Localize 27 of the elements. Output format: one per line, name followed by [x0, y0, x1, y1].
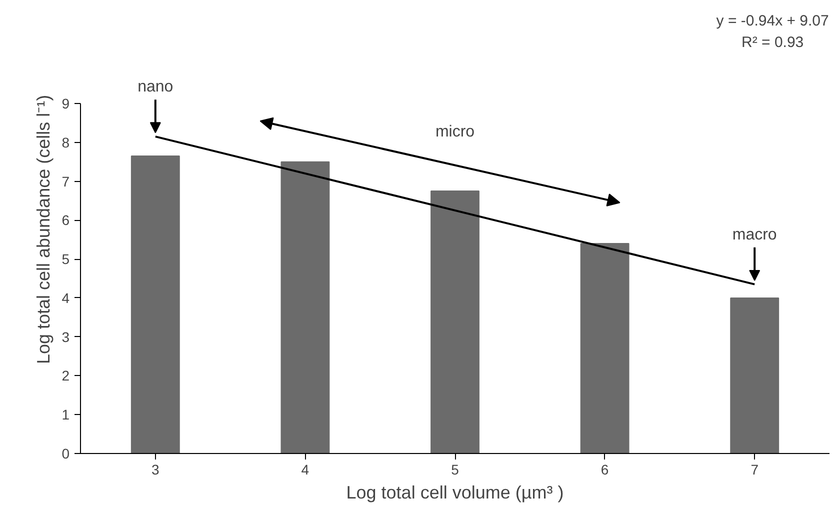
bar	[580, 243, 630, 454]
x-tick-label: 7	[750, 462, 759, 478]
bar	[730, 297, 780, 454]
text: R² = 0.93	[742, 34, 804, 51]
y-tick-label: 5	[62, 251, 70, 268]
x-tick-label: 6	[600, 462, 609, 478]
x-axis-title: Log total cell volume (µm³ )	[346, 482, 564, 502]
y-tick-label: 7	[62, 173, 70, 190]
x-tick-label: 3	[152, 462, 160, 478]
y-tick-label: 4	[62, 290, 70, 306]
y-tick-label: 3	[62, 328, 70, 345]
y-tick-label: 8	[62, 134, 70, 150]
y-tick-label: 2	[62, 368, 70, 384]
bar	[130, 156, 180, 454]
bar	[430, 190, 480, 454]
y-tick-label: 6	[62, 212, 70, 228]
text: y = -0.94x + 9.07	[716, 12, 829, 30]
y-axis-title: Log total cell abundance (cells l⁻¹)	[34, 94, 54, 364]
y-tick-label: 9	[62, 96, 70, 112]
x-tick-label: 5	[451, 462, 460, 478]
annotation: nano	[138, 78, 174, 96]
y-tick-label: 0	[62, 446, 70, 462]
x-tick-label: 4	[301, 462, 310, 478]
annotation: micro	[435, 123, 475, 140]
y-tick-label: 1	[62, 406, 70, 423]
annotation: macro	[732, 226, 777, 244]
bar	[280, 161, 330, 454]
